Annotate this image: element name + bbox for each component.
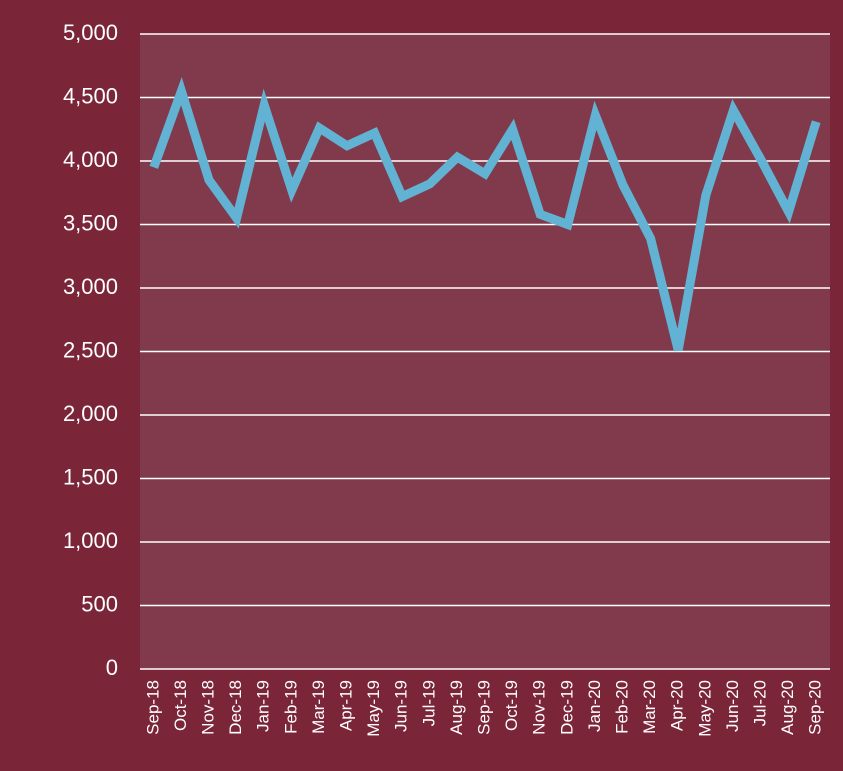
x-tick-label: Dec-18 [226,680,245,735]
x-tick-label: Aug-20 [778,680,797,735]
x-tick-label: Jun-20 [723,680,742,732]
y-tick-label: 4,500 [63,83,118,108]
x-tick-label: Apr-19 [336,680,355,731]
x-tick-label: Jul-20 [750,680,769,726]
x-tick-label: May-20 [695,680,714,737]
y-tick-label: 3,000 [63,274,118,299]
x-tick-label: Sep-19 [474,680,493,735]
x-tick-label: Jul-19 [419,680,438,726]
x-tick-label: Nov-19 [530,680,549,735]
y-tick-label: 0 [106,655,118,680]
y-tick-label: 5,000 [63,20,118,45]
x-tick-label: Sep-20 [806,680,825,735]
y-tick-label: 4,000 [63,147,118,172]
x-tick-label: May-19 [364,680,383,737]
x-tick-label: Mar-20 [640,680,659,734]
x-tick-label: Feb-20 [612,680,631,734]
x-tick-label: Oct-19 [502,680,521,731]
x-tick-label: Feb-19 [281,680,300,734]
y-tick-label: 1,500 [63,464,118,489]
y-tick-label: 1,000 [63,528,118,553]
y-tick-label: 2,500 [63,337,118,362]
x-tick-label: Dec-19 [557,680,576,735]
y-tick-label: 2,000 [63,401,118,426]
x-tick-label: Apr-20 [668,680,687,731]
x-tick-label: Jan-20 [585,680,604,732]
x-tick-label: Mar-19 [309,680,328,734]
y-tick-label: 3,500 [63,210,118,235]
x-tick-label: Sep-18 [143,680,162,735]
line [149,77,821,352]
y-tick-label: 500 [81,591,118,616]
x-tick-label: Nov-18 [198,680,217,735]
x-tick-label: Oct-18 [171,680,190,731]
x-tick-label: Aug-19 [447,680,466,735]
x-tick-label: Jan-19 [254,680,273,732]
x-tick-label: Jun-19 [392,680,411,732]
